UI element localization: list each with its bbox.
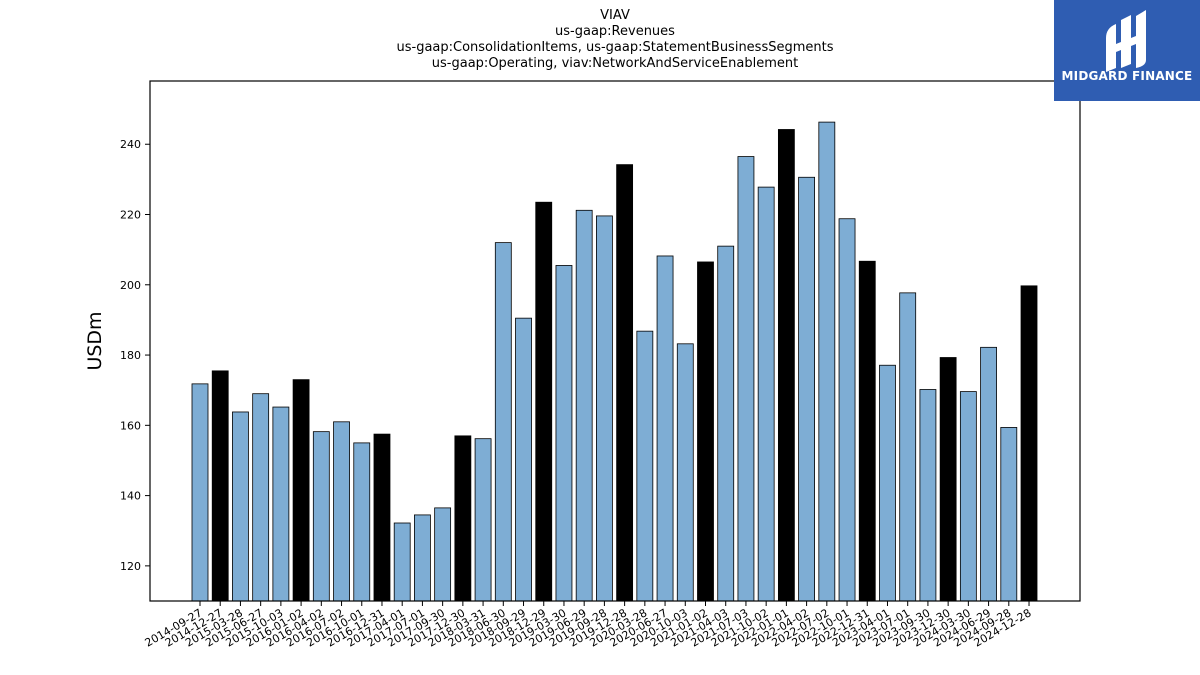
- bar-2023-12-30: [939, 357, 957, 602]
- chart-subtitle-line-3: us-gaap:Operating, viav:NetworkAndServic…: [431, 56, 799, 71]
- bar-2017-07-01: [414, 514, 431, 602]
- bar-2016-12-31: [373, 433, 391, 602]
- bar-2020-06-27: [656, 255, 674, 602]
- y-axis-label: USDm: [84, 311, 106, 371]
- bar-2017-09-30: [434, 507, 452, 602]
- bar-2024-09-28: [1000, 427, 1018, 602]
- bar-2018-03-31: [474, 438, 492, 602]
- bar-2015-10-03: [272, 406, 290, 602]
- bar-2016-04-02: [312, 431, 330, 602]
- bar-2022-04-02: [798, 176, 815, 602]
- midgard-logo-icon: [1106, 10, 1146, 72]
- bar-2019-12-28: [616, 164, 634, 602]
- bar-2023-04-01: [879, 364, 896, 602]
- bar-2019-03-30: [555, 265, 573, 602]
- y-tick-label: 120: [120, 560, 141, 573]
- bars-layer: [191, 121, 1038, 602]
- bar-2021-04-03: [717, 245, 735, 602]
- y-tick-label: 180: [120, 349, 141, 362]
- bar-2015-03-28: [232, 411, 249, 602]
- bar-2020-03-28: [636, 330, 654, 602]
- logo-text: MIDGARD FINANCE: [1061, 69, 1193, 83]
- bar-2024-06-29: [980, 346, 997, 602]
- y-tick-label: 240: [120, 138, 141, 151]
- bar-2015-06-27: [252, 393, 270, 602]
- bar-2016-07-02: [333, 421, 350, 602]
- chart-title: VIAV: [600, 8, 630, 23]
- bar-2022-12-31: [858, 260, 876, 602]
- bar-2023-07-01: [899, 292, 917, 602]
- bar-2024-12-28: [1020, 285, 1038, 602]
- chart-subtitle-line-1: us-gaap:Revenues: [555, 24, 675, 39]
- bar-2021-10-02: [757, 186, 775, 602]
- y-tick-label: 220: [120, 209, 141, 222]
- bar-2023-09-30: [919, 389, 937, 602]
- bar-2019-09-28: [596, 215, 613, 602]
- bar-2017-12-30: [454, 435, 472, 602]
- bar-2018-09-29: [515, 317, 532, 602]
- bar-2022-01-01: [777, 129, 795, 602]
- plot-frame: [149, 80, 1081, 602]
- bar-2019-06-29: [575, 209, 593, 602]
- bar-2024-03-30: [959, 391, 977, 602]
- bar-2018-06-30: [494, 242, 512, 602]
- bar-2014-12-27: [211, 370, 229, 602]
- y-tick-label: 160: [120, 419, 141, 432]
- midgard-finance-logo: MIDGARD FINANCE: [1054, 0, 1200, 101]
- bar-2021-01-02: [697, 261, 714, 602]
- x-axis: 2014-09-272014-12-272015-03-282015-06-27…: [143, 601, 1034, 650]
- bar-2017-04-01: [393, 522, 411, 602]
- bar-2022-10-01: [838, 218, 856, 602]
- bar-2020-10-03: [676, 343, 694, 602]
- y-tick-label: 140: [120, 490, 141, 503]
- chart-subtitle-line-2: us-gaap:ConsolidationItems, us-gaap:Stat…: [396, 40, 834, 55]
- y-tick-label: 200: [120, 279, 141, 292]
- bar-2022-07-02: [818, 121, 836, 602]
- bar-2016-01-02: [292, 379, 310, 602]
- bar-2016-10-01: [353, 442, 371, 602]
- bar-2021-07-03: [737, 156, 755, 602]
- bar-2014-09-27: [191, 383, 209, 602]
- bar-2018-12-29: [535, 201, 553, 602]
- y-axis: 120 140 160 180 200 220 240: [120, 138, 150, 573]
